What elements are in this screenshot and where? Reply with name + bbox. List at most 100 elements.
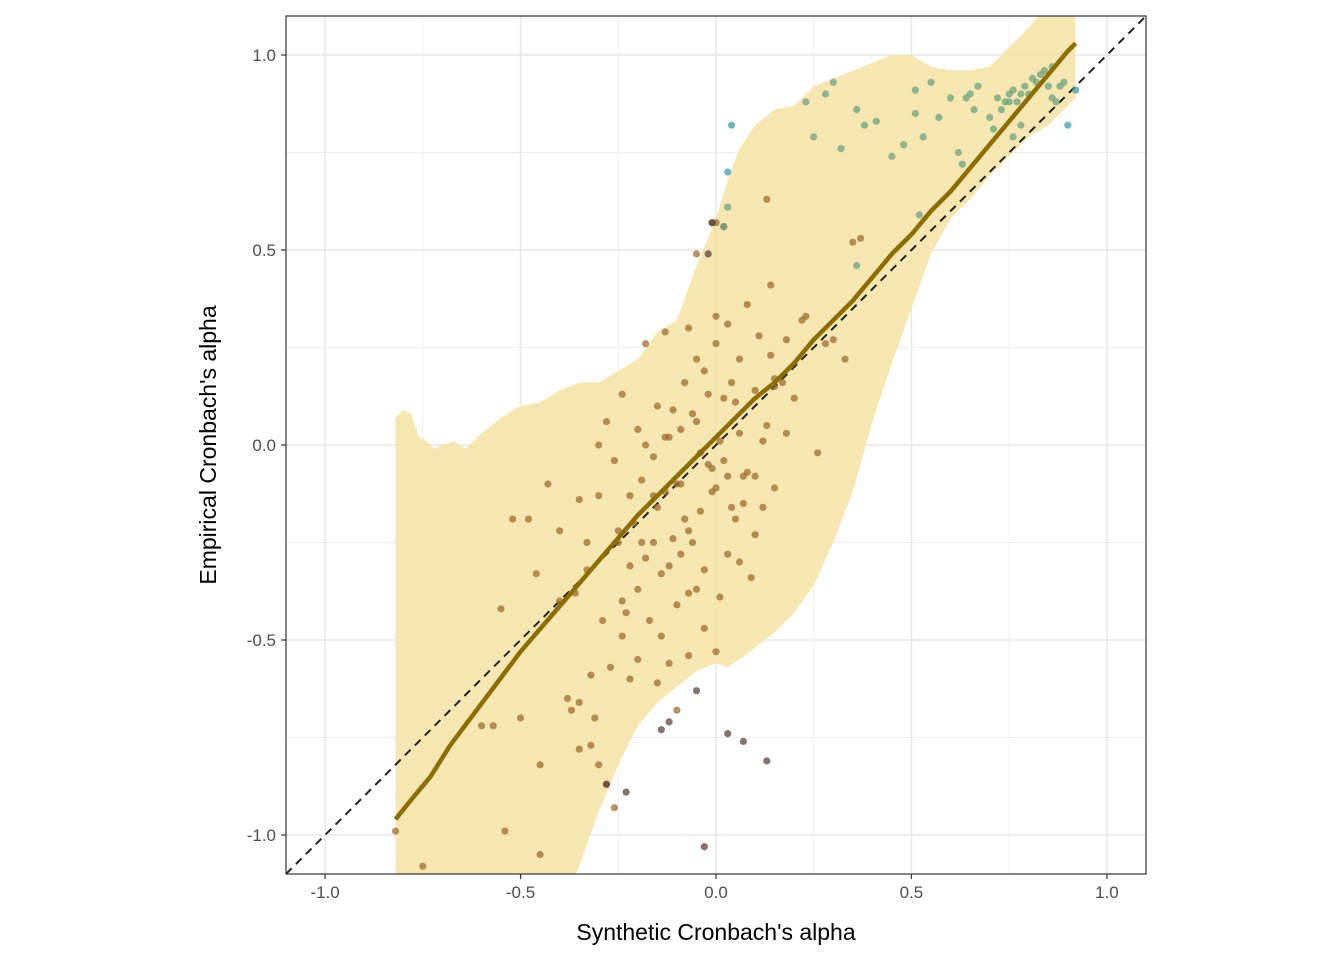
point-s1-0 <box>802 98 810 106</box>
point-s0-54 <box>759 503 767 511</box>
point-s0-28 <box>583 538 591 547</box>
point-s0-72 <box>587 741 595 749</box>
point-s0-66 <box>692 250 701 258</box>
point-s0-76 <box>591 714 599 722</box>
point-s0-100 <box>755 332 763 340</box>
x-tick-label-0: -1.0 <box>310 883 339 902</box>
point-s0-43 <box>645 616 654 625</box>
point-s0-17 <box>778 379 787 387</box>
point-s0-3 <box>692 418 701 426</box>
x-axis-title: Synthetic Cronbach's alpha <box>576 919 855 945</box>
point-s0-94 <box>704 390 712 398</box>
fit-line-path <box>393 41 1078 821</box>
point-s0-78 <box>622 609 630 617</box>
point-s1-19 <box>970 106 978 114</box>
point-s0-128 <box>712 312 720 320</box>
point-s1-29 <box>1017 121 1025 129</box>
point-s0-121 <box>649 538 658 547</box>
point-s0-13 <box>626 492 634 500</box>
y-tick-label-1: -0.5 <box>247 631 276 650</box>
x-tick-label-4: 1.0 <box>1095 883 1119 902</box>
point-s1-18 <box>966 90 974 98</box>
point-s0-140 <box>763 421 771 430</box>
point-s0-71 <box>595 761 603 769</box>
point-s1-41 <box>720 223 728 231</box>
point-s0-37 <box>524 515 533 523</box>
identity-line <box>286 16 1146 874</box>
point-s0-102 <box>642 340 650 348</box>
point-s3-2 <box>657 726 665 734</box>
point-s0-142 <box>782 336 791 344</box>
point-s3-9 <box>704 250 712 258</box>
point-s0-109 <box>477 722 486 730</box>
point-s1-2 <box>821 90 830 98</box>
point-s1-28 <box>1013 98 1021 106</box>
point-s2-1 <box>724 168 732 176</box>
point-s1-23 <box>997 106 1006 114</box>
point-s0-64 <box>763 195 771 203</box>
point-s1-26 <box>1009 86 1017 94</box>
x-tick-label-3: 0.5 <box>900 883 924 902</box>
point-s0-2 <box>724 472 732 480</box>
point-s3-0 <box>692 687 701 695</box>
point-s1-42 <box>853 262 861 270</box>
point-s0-114 <box>673 601 681 609</box>
point-s1-39 <box>1060 78 1068 86</box>
point-s0-45 <box>665 659 673 668</box>
point-s0-87 <box>751 472 759 480</box>
point-s0-79 <box>638 538 646 547</box>
point-s0-51 <box>724 550 732 558</box>
point-s1-12 <box>919 133 927 141</box>
point-s1-27 <box>1009 133 1017 141</box>
point-s0-111 <box>536 850 544 859</box>
point-s1-21 <box>989 125 998 133</box>
y-tick-label-2: 0.0 <box>252 436 276 455</box>
point-s0-95 <box>720 394 728 402</box>
point-s0-34 <box>516 714 525 722</box>
point-s1-30 <box>1021 82 1029 90</box>
point-s0-60 <box>829 336 837 344</box>
point-s0-104 <box>595 441 603 449</box>
point-s1-46 <box>1001 98 1009 106</box>
point-s0-77 <box>626 675 634 683</box>
point-s1-13 <box>935 113 943 121</box>
point-s0-12 <box>634 425 642 433</box>
point-s1-4 <box>837 145 845 153</box>
point-s0-88 <box>759 437 767 445</box>
point-s0-44 <box>653 679 662 687</box>
point-s0-125 <box>782 429 791 437</box>
point-s0-47 <box>685 652 693 660</box>
point-s0-36 <box>489 722 497 730</box>
point-s0-23 <box>681 379 689 387</box>
point-s0-96 <box>731 398 740 406</box>
point-s3-10 <box>708 219 716 227</box>
point-s0-52 <box>735 558 744 566</box>
point-s0-61 <box>841 355 849 363</box>
point-s1-10 <box>911 109 920 118</box>
point-s1-8 <box>888 152 896 160</box>
point-s3-1 <box>665 718 673 726</box>
y-tick-label-3: 0.5 <box>252 241 276 260</box>
point-s3-4 <box>739 737 748 746</box>
point-s0-15 <box>767 351 775 359</box>
point-s1-11 <box>911 86 920 94</box>
point-s0-24 <box>669 406 677 414</box>
point-s0-101 <box>661 328 669 336</box>
point-s2-0 <box>728 121 736 129</box>
point-s0-26 <box>649 453 658 461</box>
point-s1-47 <box>1029 74 1037 82</box>
point-s1-3 <box>829 78 837 86</box>
point-s0-126 <box>802 312 810 320</box>
y-tick-label-4: 1.0 <box>252 46 276 65</box>
point-s0-22 <box>735 355 744 363</box>
point-s1-22 <box>993 94 1002 102</box>
point-s1-15 <box>954 148 963 157</box>
point-s0-57 <box>814 449 822 457</box>
y-axis-title: Empirical Cronbach's alpha <box>195 305 221 584</box>
point-s0-1 <box>716 437 724 445</box>
point-s0-40 <box>606 663 615 671</box>
point-s3-8 <box>700 843 708 851</box>
point-s0-86 <box>739 472 748 480</box>
point-s1-40 <box>724 203 732 211</box>
point-s1-1 <box>810 133 818 141</box>
